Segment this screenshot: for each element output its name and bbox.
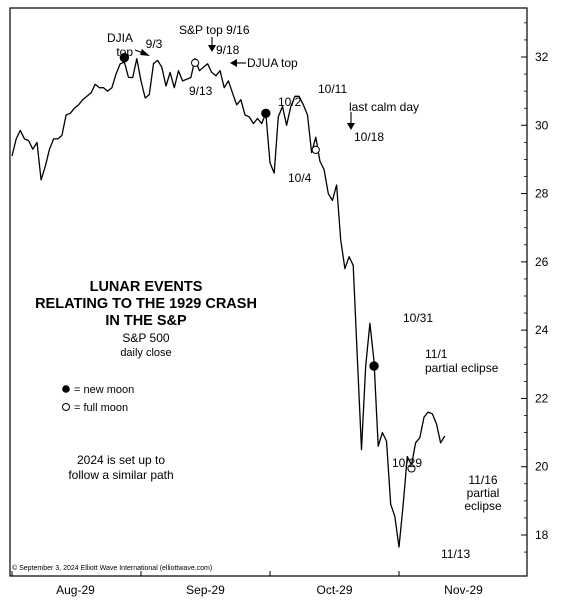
annotation-label: top [116,45,133,59]
plot-frame [9,7,528,577]
chart-title-line-3: IN THE S&P [105,313,187,329]
new-moon-marker [119,52,130,63]
y-tick-label: 24 [535,323,549,337]
legend-full-moon-label: = full moon [74,402,128,414]
annotation-label: partial eclipse [425,361,499,375]
legend-full-moon-symbol [62,403,70,411]
annotation-label: last calm day [349,100,419,114]
annotation-label: DJUA top [247,56,298,70]
legend-new-moon-label: = new moon [74,384,134,396]
annotation-label: 10/18 [354,130,384,144]
y-tick-label: 26 [535,255,549,269]
y-tick-label: 18 [535,528,549,542]
series-line-sp500 [11,58,446,548]
x-tick-label: Aug-29 [56,583,95,597]
copyright: © September 3, 2024 Elliott Wave Interna… [12,564,212,572]
y-tick-label: 28 [535,187,549,201]
annotation-label: 11/1 [425,347,448,361]
annotation-label: S&P top 9/16 [179,23,250,37]
annotation-label: partial [467,486,500,500]
annotation-arrowheads [140,45,355,130]
x-tick-label: Nov-29 [444,583,483,597]
new-moon-marker [369,361,379,371]
annotation-label: DJIA [107,31,133,45]
annotation-label: 10/11 [318,82,347,96]
y-tick-label: 22 [535,391,549,405]
chart-subtitle-line-2: daily close [120,347,171,359]
y-tick-label: 32 [535,50,549,64]
annotation-label: 11/16 [468,473,497,487]
annotation-label: 10/29 [392,456,422,470]
y-tick-label: 30 [535,118,549,132]
chart-title-line-1: LUNAR EVENTS [90,279,203,295]
annotation-label: 9/3 [146,37,163,51]
legend: = new moon = full moon [62,384,134,414]
annotation-label: 9/18 [216,43,240,57]
note-line-2: follow a similar path [68,468,173,482]
legend-new-moon-symbol [62,385,70,393]
chart-subtitle-line-1: S&P 500 [122,331,169,345]
annotation-label: 10/4 [288,171,312,185]
annotation-label: 10/31 [403,311,433,325]
note-line-1: 2024 is set up to [77,453,165,467]
annotation-label: 10/2 [278,95,302,109]
full-moon-marker [311,145,320,154]
full-moon-marker [190,58,200,67]
full-moon-marker [407,464,416,473]
y-tick-label: 20 [535,460,549,474]
x-tick-label: Oct-29 [316,583,352,597]
chart-title-line-2: RELATING TO THE 1929 CRASH [35,296,257,312]
new-moon-marker [261,108,271,119]
annotation-label: 9/13 [189,84,213,98]
x-tick-label: Sep-29 [186,583,225,597]
annotation-label: eclipse [464,499,502,513]
annotation-label: 11/13 [441,547,470,561]
